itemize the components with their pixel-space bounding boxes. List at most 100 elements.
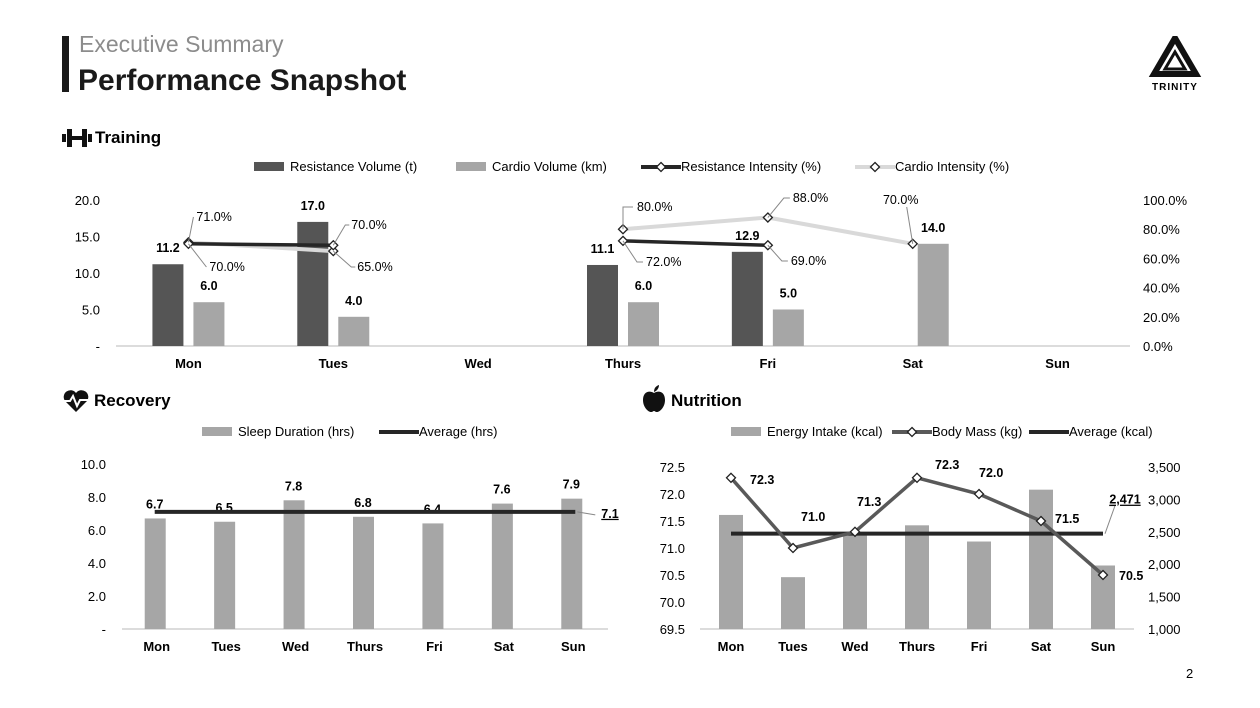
training-resistance-volume-bar bbox=[731, 251, 763, 346]
nutrition-x-tick: Thurs bbox=[899, 639, 935, 654]
recovery-legend-sleep-label: Sleep Duration (hrs) bbox=[238, 424, 354, 439]
nutrition-section-title: Nutrition bbox=[671, 391, 742, 410]
nutrition-legend-energy-label: Energy Intake (kcal) bbox=[767, 424, 883, 439]
training-y2-tick: 80.0% bbox=[1143, 222, 1180, 237]
training-resistance-intensity-point bbox=[762, 239, 774, 251]
training-y2-tick: 0.0% bbox=[1143, 339, 1173, 354]
recovery-sleep-bar bbox=[144, 518, 166, 629]
nutrition-energy-bar bbox=[781, 577, 805, 629]
nutrition-legend-body-mass-label: Body Mass (kg) bbox=[932, 424, 1022, 439]
training-y-tick: - bbox=[96, 339, 100, 354]
nutrition-body-mass-label: 71.0 bbox=[801, 510, 825, 524]
nutrition-body-mass-label: 71.3 bbox=[857, 495, 881, 509]
recovery-sleep-label: 6.5 bbox=[215, 501, 232, 515]
nutrition-body-mass-point bbox=[911, 472, 923, 484]
nutrition-y-tick: 70.5 bbox=[660, 568, 685, 583]
training-y-tick: 10.0 bbox=[75, 266, 100, 281]
training-cardio-volume-label: 6.0 bbox=[200, 279, 217, 293]
training-y-tick: 15.0 bbox=[75, 230, 100, 245]
nutrition-average-leader bbox=[1104, 505, 1116, 534]
training-resistance-intensity-label: 70.0% bbox=[351, 218, 386, 232]
nutrition-body-mass-label: 72.0 bbox=[979, 466, 1003, 480]
training-cardio-volume-bar bbox=[193, 302, 225, 346]
recovery-y-tick: 8.0 bbox=[88, 490, 106, 505]
training-resistance-intensity-leader bbox=[332, 224, 350, 246]
training-legend-cardio-volume-swatch bbox=[456, 162, 486, 171]
recovery-x-tick: Sun bbox=[561, 639, 586, 654]
page-eyebrow: Executive Summary bbox=[79, 31, 284, 57]
training-cardio-intensity-point bbox=[907, 238, 919, 250]
training-legend-resistance-volume-swatch bbox=[254, 162, 284, 171]
training-legend-cardio-intensity-marker bbox=[869, 161, 881, 173]
recovery-x-tick: Fri bbox=[426, 639, 443, 654]
training-x-tick: Mon bbox=[175, 356, 202, 371]
recovery-sleep-label: 7.9 bbox=[563, 478, 580, 492]
nutrition-y-tick: 71.0 bbox=[660, 541, 685, 556]
training-resistance-intensity-point bbox=[327, 239, 339, 251]
nutrition-y-tick: 72.5 bbox=[660, 460, 685, 475]
training-resistance-volume-label: 12.9 bbox=[735, 229, 759, 243]
nutrition-body-mass-label: 72.3 bbox=[750, 473, 774, 487]
recovery-average-leader bbox=[577, 511, 596, 516]
nutrition-y2-tick: 1,000 bbox=[1148, 622, 1181, 637]
training-cardio-intensity-label-leader bbox=[187, 216, 194, 243]
nutrition-legend-body-mass-marker bbox=[906, 426, 918, 438]
nutrition-energy-bar bbox=[1091, 565, 1115, 629]
training-legend-cardio-intensity-label: Cardio Intensity (%) bbox=[895, 159, 1009, 174]
nutrition-y-tick: 72.0 bbox=[660, 487, 685, 502]
recovery-average-label: 7.1 bbox=[601, 507, 618, 521]
training-cardio-volume-label: 4.0 bbox=[345, 294, 362, 308]
nutrition-y2-tick: 1,500 bbox=[1148, 590, 1181, 605]
nutrition-average-label: 2,471 bbox=[1109, 493, 1140, 507]
nutrition-x-tick: Sat bbox=[1031, 639, 1052, 654]
training-legend-resistance-intensity-marker bbox=[655, 161, 667, 173]
training-resistance-volume-bar bbox=[152, 264, 184, 346]
recovery-x-tick: Sat bbox=[494, 639, 515, 654]
training-legend-cardio-volume-label: Cardio Volume (km) bbox=[492, 159, 607, 174]
training-cardio-intensity-line bbox=[188, 240, 334, 254]
training-x-tick: Sat bbox=[903, 356, 924, 371]
recovery-sleep-bar bbox=[353, 516, 374, 629]
recovery-x-tick: Thurs bbox=[347, 639, 383, 654]
training-x-tick: Thurs bbox=[605, 356, 641, 371]
nutrition-body-mass-point bbox=[1097, 569, 1109, 581]
nutrition-y-tick: 70.0 bbox=[660, 595, 685, 610]
recovery-sleep-label: 6.8 bbox=[354, 496, 371, 510]
training-cardio-volume-label: 14.0 bbox=[921, 221, 945, 235]
training-cardio-volume-bar bbox=[628, 302, 659, 346]
nutrition-y2-tick: 3,000 bbox=[1148, 492, 1181, 507]
training-cardio-intensity-label: 65.0% bbox=[357, 260, 392, 274]
training-cardio-intensity-label: 70.0% bbox=[883, 193, 918, 207]
nutrition-body-mass-label: 70.5 bbox=[1119, 569, 1143, 583]
recovery-y-tick: - bbox=[102, 622, 106, 637]
training-y2-tick: 100.0% bbox=[1143, 193, 1188, 208]
nutrition-y2-tick: 3,500 bbox=[1148, 460, 1181, 475]
title-accent-bar bbox=[62, 36, 69, 92]
training-cardio-intensity-point bbox=[617, 223, 629, 235]
page-title: Performance Snapshot bbox=[78, 64, 407, 97]
training-resistance-volume-bar bbox=[297, 221, 329, 346]
recovery-x-tick: Wed bbox=[282, 639, 309, 654]
training-x-tick: Tues bbox=[319, 356, 348, 371]
recovery-sleep-label: 6.7 bbox=[146, 497, 163, 511]
recovery-section-title: Recovery bbox=[94, 391, 171, 410]
training-resistance-intensity-leader bbox=[767, 244, 788, 262]
recovery-x-tick: Tues bbox=[211, 639, 240, 654]
training-resistance-intensity-leader bbox=[188, 243, 207, 268]
training-cardio-intensity-point bbox=[762, 212, 774, 223]
training-resistance-intensity-line bbox=[622, 239, 768, 248]
apple-icon bbox=[643, 385, 665, 412]
nutrition-body-mass-point bbox=[849, 526, 861, 538]
nutrition-y-tick: 69.5 bbox=[660, 622, 685, 637]
recovery-y-tick: 6.0 bbox=[88, 523, 106, 538]
recovery-sleep-bar bbox=[491, 503, 513, 629]
training-cardio-volume-label: 5.0 bbox=[780, 287, 797, 301]
nutrition-energy-bar bbox=[1029, 489, 1053, 629]
brand-logo: TRINITY bbox=[1148, 32, 1202, 96]
training-cardio-intensity-leader bbox=[906, 206, 914, 244]
recovery-sleep-bar bbox=[561, 498, 583, 629]
training-resistance-volume-label: 11.1 bbox=[591, 242, 615, 256]
training-cardio-intensity-line bbox=[622, 215, 769, 232]
nutrition-body-mass-label: 71.5 bbox=[1055, 512, 1079, 526]
training-resistance-intensity-line bbox=[188, 242, 334, 248]
